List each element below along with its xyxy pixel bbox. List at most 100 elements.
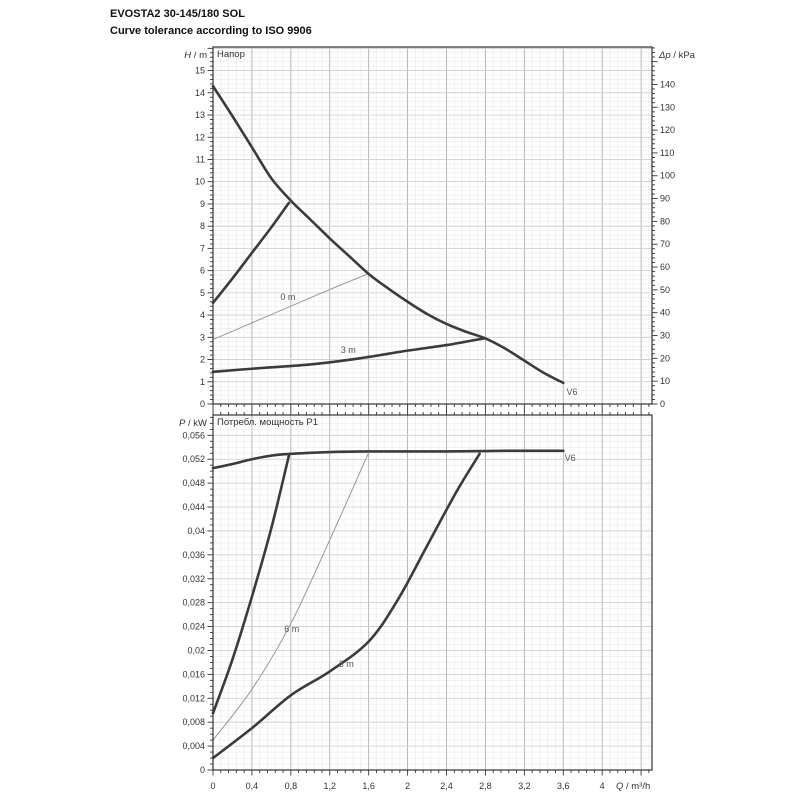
tick-label: 0,012: [182, 693, 205, 703]
major-grid-horizontal: [213, 47, 652, 383]
curve-label: 3 m: [341, 345, 356, 355]
minor-grid: [213, 415, 652, 770]
tick-label: 100: [660, 171, 675, 181]
page-title: EVOSTA2 30-145/180 SOL: [110, 8, 245, 20]
tick-label: 140: [660, 79, 675, 89]
tick-label: 0,032: [182, 574, 205, 584]
curve-setpoint-6m: [212, 452, 370, 741]
major-grid-vertical: [251, 47, 642, 404]
x-axis-ticks: [212, 404, 650, 410]
tick-label: 0,4: [246, 781, 259, 791]
page-subtitle: Curve tolerance according to ISO 9906: [110, 25, 312, 37]
tick-label: 0: [200, 399, 205, 409]
x-axis-labels: 0 0,4 0,8 1,2 1,6 2 2,4 2,8 3,2 3,6 4: [210, 781, 604, 791]
tick-label: 40: [660, 308, 670, 318]
tick-label: 0,052: [182, 454, 205, 464]
tick-label: 1,6: [362, 781, 375, 791]
tick-label: 0,024: [182, 622, 205, 632]
tick-label: 70: [660, 239, 670, 249]
tick-label: 0,036: [182, 550, 205, 560]
tick-label: 0: [660, 399, 665, 409]
y-axis-right-labels: 0 10 20 30 40 50 60 70 80 90 100 110 120 130 140: [660, 79, 675, 409]
tick-label: 0: [200, 765, 205, 775]
curve-v6-max-speed: [211, 449, 565, 470]
tick-label: 2: [405, 781, 410, 791]
tick-label: 0,028: [182, 598, 205, 608]
y-axis-left-ticks: [207, 416, 213, 771]
tick-label: 11: [196, 154, 205, 164]
tick-label: 80: [660, 216, 670, 226]
tick-label: 0,04: [187, 526, 205, 536]
tick-label: 5: [200, 288, 205, 298]
curve-v6-max-speed: [211, 84, 565, 385]
tick-label: 9: [200, 199, 205, 209]
plot-frame: [212, 414, 653, 771]
tick-label: 20: [660, 353, 670, 363]
plot-title: Напор: [217, 49, 245, 60]
tick-label: 90: [660, 194, 670, 204]
axis-title: H / m: [184, 50, 207, 61]
curve-label: 3 m: [339, 659, 354, 669]
x-axis-ticks: [212, 409, 650, 776]
tick-label: 0,016: [182, 669, 205, 679]
tick-label: 30: [660, 331, 670, 341]
tick-label: 10: [660, 376, 670, 386]
tick-label: 4: [200, 310, 205, 320]
tick-label: 0,02: [187, 645, 205, 655]
tick-label: 3,2: [518, 781, 531, 791]
plot-frame: [212, 46, 653, 405]
curve-min-speed: [211, 201, 291, 305]
tick-label: 3,6: [557, 781, 570, 791]
tick-label: 120: [660, 125, 675, 135]
tick-label: 1: [200, 377, 205, 387]
curve-label: V6: [565, 453, 576, 463]
tick-label: 2: [200, 355, 205, 365]
tick-label: 0,8: [285, 781, 298, 791]
y-axis-left-labels: 0 0,004 0,008 0,012 0,016 0,02 0,024 0,028 0,032…: [182, 430, 205, 775]
tick-label: 130: [660, 102, 675, 112]
tick-label: 0,048: [182, 478, 205, 488]
curve-setpoint-0m: [212, 273, 368, 341]
curve-annotations: 6 m 3 m V6: [284, 453, 575, 669]
tick-label: 50: [660, 285, 670, 295]
tick-label: 3: [200, 332, 205, 342]
axis-title: Δp / kPa: [658, 50, 696, 61]
tick-label: 0,056: [182, 430, 205, 440]
tick-label: 13: [195, 110, 205, 120]
tick-label: 110: [660, 148, 674, 158]
tick-label: 4: [600, 781, 605, 791]
tick-label: 8: [200, 221, 205, 231]
major-grid-vertical: [251, 415, 642, 770]
tick-label: 7: [200, 243, 205, 253]
tick-label: 0: [210, 781, 215, 791]
tick-label: 1,2: [323, 781, 336, 791]
tick-label: 0,044: [182, 502, 205, 512]
tick-label: 6: [200, 266, 205, 276]
major-grid-horizontal: [213, 434, 652, 747]
tick-label: 15: [195, 66, 205, 76]
axis-title: P / kW: [179, 418, 207, 429]
curve-annotations: 0 m 3 m V6: [280, 292, 577, 397]
power-chart: 0 0,004 0,008 0,012 0,016 0,02 0,024 0,028 0,032…: [179, 409, 653, 792]
curve-min-speed: [211, 454, 291, 715]
curve-label: 6 m: [284, 624, 299, 634]
tick-label: 14: [195, 88, 205, 98]
y-axis-right-ticks: [652, 47, 658, 405]
tick-label: 60: [660, 262, 670, 272]
tick-label: 0,008: [182, 717, 205, 727]
curve-setpoint-3m: [211, 452, 481, 760]
tick-label: 12: [195, 132, 205, 142]
tick-label: 2,4: [440, 781, 453, 791]
minor-grid: [213, 47, 652, 404]
curve-setpoint-3m: [211, 337, 485, 374]
y-axis-left-ticks: [207, 47, 213, 405]
curve-label: V6: [567, 387, 578, 397]
curve-label: 0 m: [280, 292, 295, 302]
axis-title: Q / m³/h: [616, 781, 650, 792]
document-header: EVOSTA2 30-145/180 SOL Curve tolerance a…: [110, 6, 312, 40]
tick-label: 2,8: [479, 781, 492, 791]
tick-label: 0,004: [182, 741, 205, 751]
